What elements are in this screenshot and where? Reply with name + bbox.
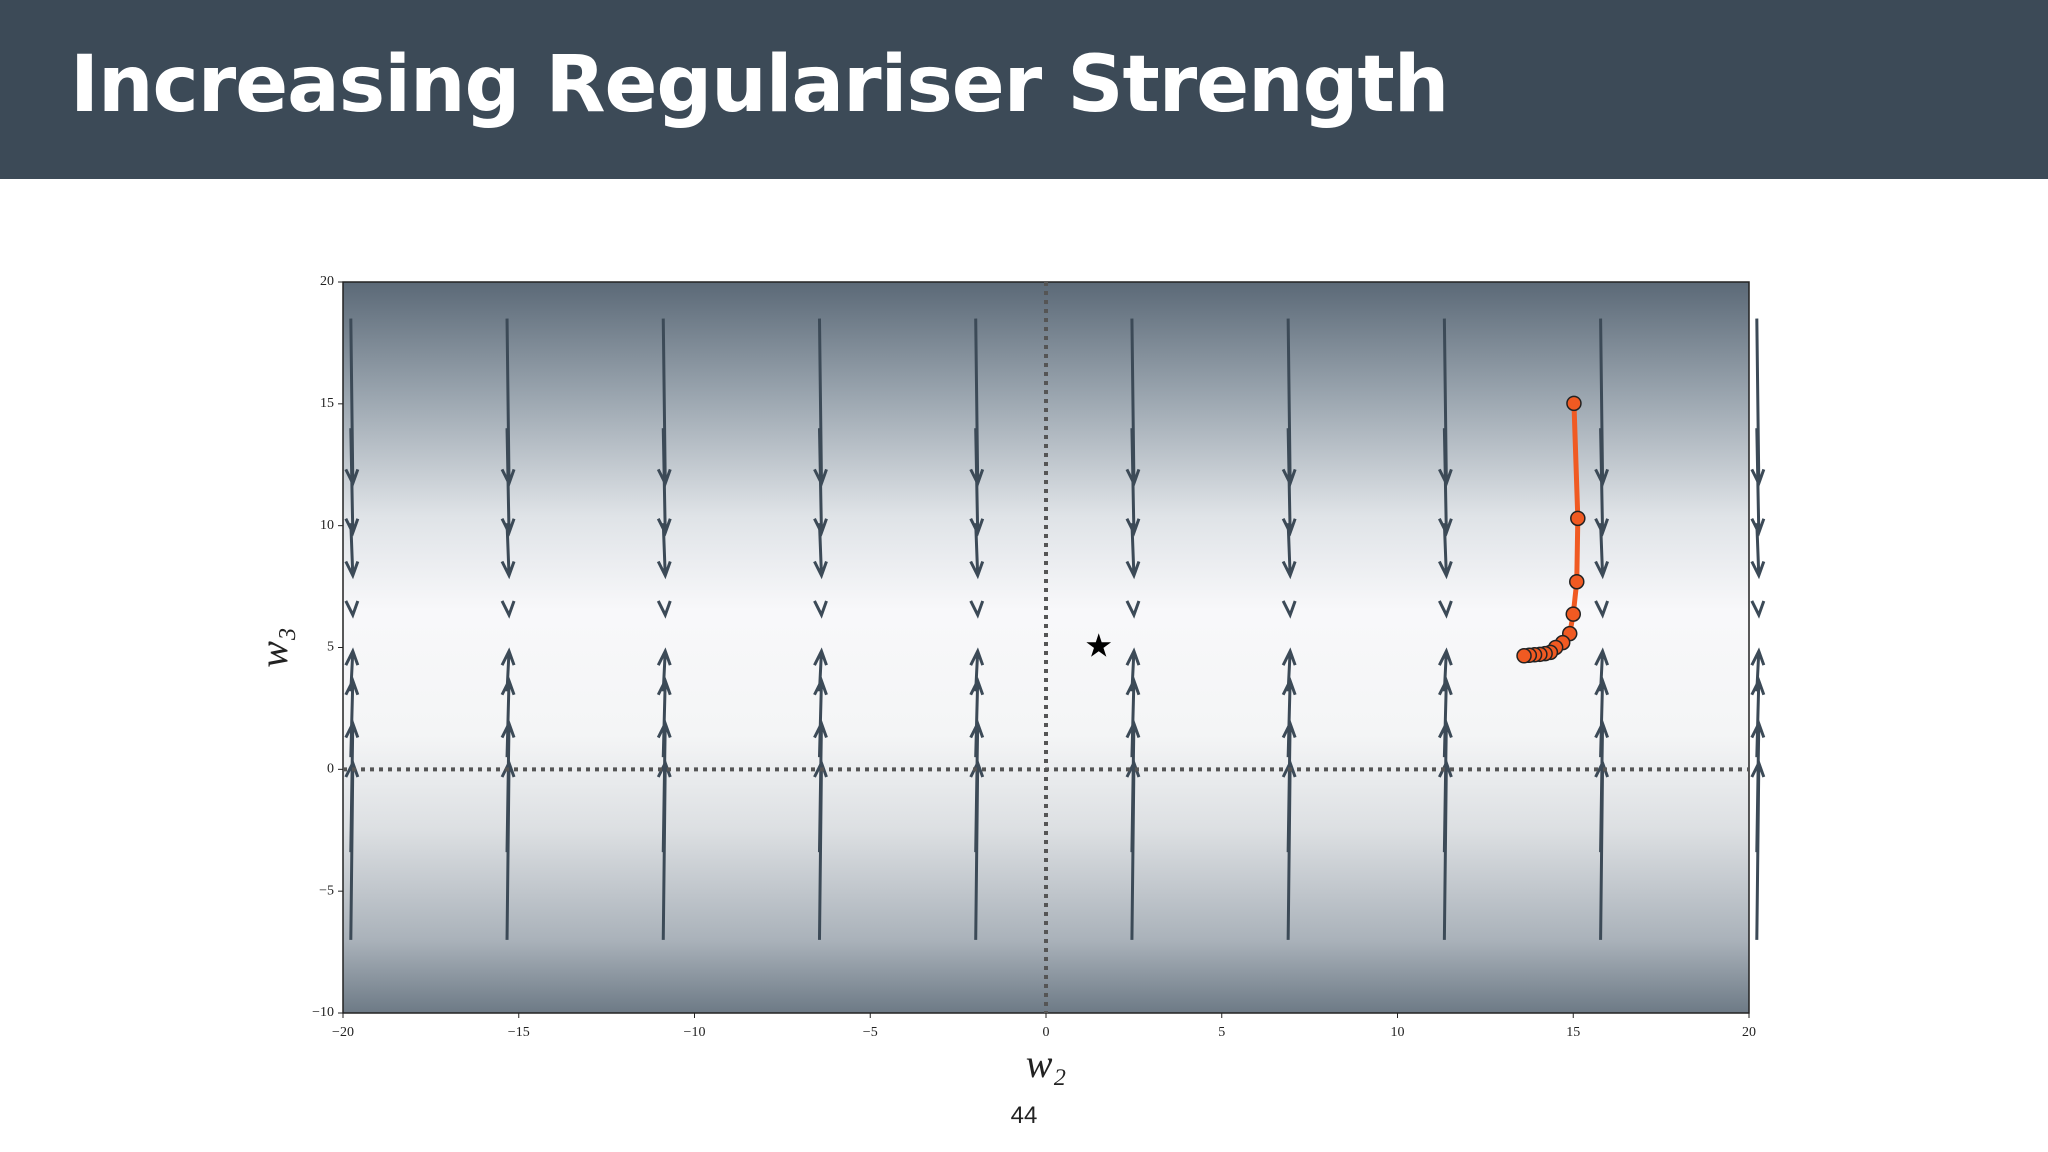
- y-tick-label: 15: [320, 396, 334, 411]
- field-arrow: [1125, 428, 1141, 537]
- page-number: 44: [1010, 1102, 1038, 1129]
- x-axis-label: w₂: [1026, 1041, 1067, 1086]
- y-tick-label: −5: [319, 883, 334, 898]
- x-tick-label: −5: [863, 1025, 878, 1040]
- field-arrow: [1750, 523, 1766, 580]
- field-arrow: [1281, 759, 1297, 940]
- field-arrow: [500, 600, 516, 619]
- field-arrow: [1125, 523, 1141, 580]
- field-arrow: [500, 523, 516, 580]
- trajectory-point: [1569, 573, 1585, 590]
- y-tick-label: −10: [312, 1005, 334, 1020]
- field-arrow: [1594, 523, 1610, 580]
- field-arrow: [1594, 759, 1610, 940]
- x-tick-label: 15: [1566, 1025, 1580, 1040]
- x-tick-label: −15: [508, 1025, 530, 1040]
- y-tick-label: 5: [327, 640, 334, 655]
- field-arrow: [969, 428, 985, 537]
- field-arrow: [1594, 600, 1610, 619]
- field-arrow: [656, 759, 672, 940]
- field-arrow: [656, 428, 672, 537]
- field-arrow: [1125, 759, 1141, 940]
- field-arrow: [1281, 600, 1297, 619]
- field-arrow: [1438, 600, 1453, 619]
- field-arrow: [1438, 759, 1453, 940]
- field-arrow: [813, 600, 828, 619]
- field-arrow: [1750, 759, 1766, 940]
- field-arrow: [344, 428, 360, 537]
- y-tick-label: 20: [320, 274, 334, 289]
- field-arrow: [1281, 428, 1297, 537]
- y-tick-label: 10: [320, 518, 334, 533]
- x-tick-label: 10: [1391, 1025, 1405, 1040]
- x-tick-label: 20: [1742, 1025, 1756, 1040]
- field-arrow: [1438, 428, 1453, 537]
- trajectory-point: [1516, 648, 1532, 664]
- field-arrow: [813, 428, 828, 537]
- field-arrow: [969, 759, 985, 940]
- field-arrow: [813, 759, 828, 940]
- trajectory-point: [1566, 395, 1582, 412]
- field-arrow: [344, 600, 360, 619]
- field-arrow: [969, 523, 985, 580]
- x-tick-label: 0: [1043, 1025, 1050, 1040]
- field-arrow: [656, 600, 672, 619]
- y-axis-label: w₃: [251, 627, 296, 668]
- loss-surface: [343, 282, 1749, 1013]
- field-arrow: [1438, 523, 1453, 580]
- field-arrow: [1594, 428, 1610, 537]
- field-arrow: [1750, 428, 1766, 537]
- field-arrow: [500, 428, 516, 537]
- optimum-star: [1086, 633, 1112, 657]
- field-arrow: [656, 523, 672, 580]
- field-arrow: [969, 600, 985, 619]
- field-arrow: [1125, 600, 1141, 619]
- slide-title: Increasing Regulariser Strength: [70, 40, 1449, 130]
- field-arrow: [500, 759, 516, 940]
- field-arrow: [1750, 600, 1766, 619]
- field-arrow: [1281, 523, 1297, 580]
- field-arrow: [344, 759, 360, 940]
- x-tick-label: −20: [332, 1025, 354, 1040]
- x-tick-label: 5: [1218, 1025, 1225, 1040]
- x-tick-label: −10: [684, 1025, 706, 1040]
- field-arrow: [344, 523, 360, 580]
- field-arrow: [813, 523, 828, 580]
- y-tick-label: 0: [327, 762, 334, 777]
- trajectory-point: [1570, 510, 1586, 527]
- header-bar: [0, 0, 2048, 179]
- trajectory-point: [1565, 606, 1581, 622]
